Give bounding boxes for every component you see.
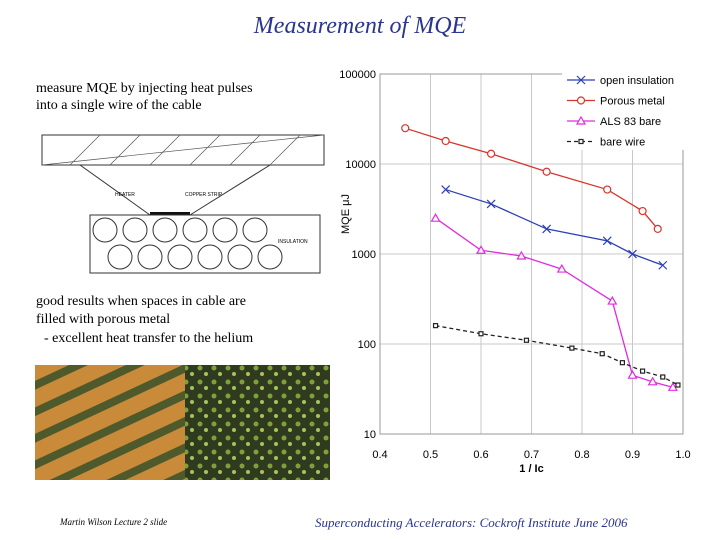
marker: [675, 382, 681, 388]
marker: [603, 185, 612, 194]
legend-marker: [576, 96, 586, 105]
x-axis-label: 1 / Ic: [519, 463, 543, 475]
series-line: [445, 188, 664, 266]
diagram-label: COPPER STRIP: [185, 192, 223, 198]
marker: [556, 263, 567, 273]
diagram-label: HEATER: [115, 192, 135, 198]
marker: [478, 331, 484, 337]
marker: [607, 295, 618, 305]
marker: [658, 260, 668, 270]
chart: 0.4 0.5 0.6 0.7 0.8 0.9 1.0 10 100 1000 10000 10000…: [339, 69, 694, 475]
marker: [619, 360, 626, 366]
x-tick-label: 0.8: [574, 449, 589, 461]
marker: [667, 382, 678, 391]
marker: [653, 224, 662, 234]
photo: [185, 365, 330, 480]
marker: [602, 236, 612, 246]
diagram-label: INSULATION: [278, 239, 308, 245]
marker: [660, 374, 666, 380]
photo: [35, 365, 185, 480]
y-tick-label: 100: [358, 339, 376, 351]
marker: [401, 124, 410, 133]
marker: [523, 337, 530, 343]
marker: [638, 206, 647, 216]
series-line: [435, 324, 679, 386]
result-line: filled with porous metal: [36, 312, 170, 327]
marker: [599, 351, 605, 357]
x-tick-label: 0.7: [524, 449, 539, 461]
marker: [639, 368, 646, 374]
y-axis-label: MQE μJ: [340, 194, 352, 234]
x-tick-label: 0.4: [372, 449, 387, 461]
marker: [487, 149, 496, 158]
marker: [430, 212, 441, 222]
y-tick-label: 10000: [345, 159, 376, 171]
y-tick-label: 1000: [352, 249, 376, 261]
marker: [542, 167, 551, 176]
legend-marker: [575, 115, 587, 125]
legend-marker: [576, 75, 586, 85]
result-line: - excellent heat transfer to the helium: [44, 331, 253, 346]
plot-frame: [379, 73, 684, 435]
y-tick-label: 10: [364, 429, 376, 441]
marker: [516, 250, 527, 260]
footer-left: Martin Wilson Lecture 2 slide: [59, 517, 167, 527]
x-tick-label: 0.6: [473, 449, 488, 461]
legend-label: bare wire: [600, 137, 645, 149]
x-tick-label: 0.9: [625, 449, 640, 461]
slide-title: Measurement of MQE: [253, 13, 467, 39]
marker: [441, 136, 450, 146]
cable-diagram: HEATER COPPER STRIP INSULATION: [41, 134, 325, 274]
marker: [432, 323, 439, 329]
x-tick-label: 1.0: [675, 449, 690, 461]
legend-marker: [578, 138, 584, 145]
marker: [542, 224, 552, 234]
marker: [627, 370, 638, 379]
marker: [647, 376, 658, 386]
legend-label: open insulation: [600, 75, 674, 87]
legend-label: ALS 83 bare: [600, 116, 661, 128]
series-line: [435, 217, 674, 388]
legend-label: Porous metal: [600, 96, 665, 108]
marker: [569, 345, 575, 351]
result-line: good results when spaces in cable are: [36, 294, 246, 309]
marker: [475, 245, 487, 254]
footer-right: Superconducting Accelerators: Cockroft I…: [315, 515, 628, 530]
marker: [628, 249, 637, 259]
marker: [441, 185, 451, 194]
marker: [486, 199, 496, 209]
y-tick-label: 100000: [339, 69, 376, 81]
intro-line: into a single wire of the cable: [36, 98, 202, 113]
intro-line: measure MQE by injecting heat pulses: [36, 81, 253, 96]
x-tick-label: 0.5: [423, 449, 438, 461]
